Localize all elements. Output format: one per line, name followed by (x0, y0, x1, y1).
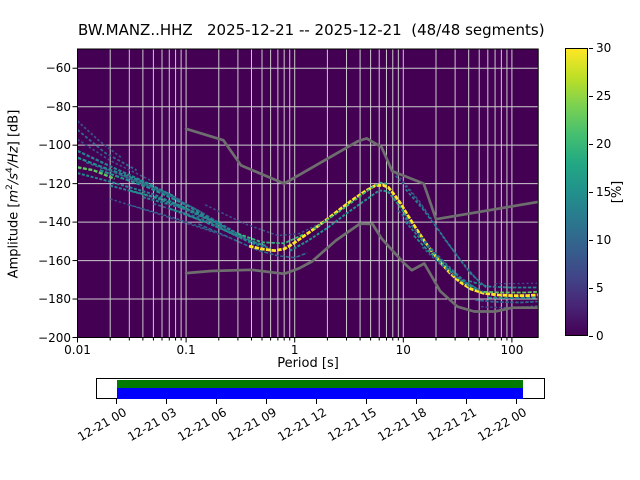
colorbar-tick-label: 5 (596, 281, 604, 295)
plot-background (77, 49, 539, 338)
colorbar-tick (589, 336, 593, 337)
ppsd-streak (289, 189, 411, 252)
y-tick-label: −120 (38, 176, 71, 191)
timeline-tick (216, 399, 217, 404)
timeline-tick (116, 399, 117, 404)
timeline-tick (266, 399, 267, 404)
ppsd-streak (142, 196, 252, 243)
ppsd-streak (198, 223, 308, 259)
ppsd-streak (313, 181, 388, 230)
nlnm-curve (184, 222, 539, 313)
timeline-tick (366, 399, 367, 404)
colorbar-tick-label: 10 (596, 233, 612, 247)
ppsd-streak (185, 213, 271, 249)
noise-models (184, 127, 539, 313)
y-tick-label: −160 (38, 253, 71, 268)
axis-ticks (72, 67, 513, 343)
ppsd-streak (77, 120, 124, 160)
colorbar-label: [%] (610, 180, 625, 204)
ppsd-streak (248, 183, 539, 298)
ppsd-streak (468, 279, 538, 289)
colorbar-tick-label: 30 (596, 41, 612, 55)
timeline-tick (516, 399, 517, 404)
x-tick-label: 0.01 (64, 343, 91, 357)
ppsd-streak (99, 169, 220, 225)
ppsd-streak (77, 156, 177, 199)
colorbar-tick (589, 240, 593, 241)
axes-spines (77, 48, 539, 338)
colorbar-tick-label: 20 (596, 137, 612, 151)
colorbar-tick-label: 15 (596, 185, 612, 199)
ppsd-streak (395, 175, 478, 281)
colorbar-tick (589, 96, 593, 97)
ppsd-streak (404, 188, 487, 289)
y-tick-label: −200 (38, 330, 71, 345)
ppsd-streak (475, 299, 539, 304)
y-tick-label: −140 (38, 215, 71, 230)
ppsd-streak (120, 174, 236, 233)
x-tick-label: 0.1 (176, 343, 196, 357)
ppsd-streak (487, 296, 539, 300)
ppsd-streak (421, 246, 470, 288)
colorbar-tick-label: 0 (596, 329, 604, 343)
ppsd-streak (109, 198, 230, 239)
ppsd-streak (483, 291, 537, 294)
colorbar-tick (589, 192, 593, 193)
timeline-tick (416, 399, 417, 404)
ppsd-histogram (77, 120, 539, 309)
colorbar-tick (589, 48, 593, 49)
colorbar (565, 48, 588, 336)
x-tick-label: 1 (290, 343, 299, 357)
colorbar-tick (589, 288, 593, 289)
x-tick-label: 100 (500, 343, 524, 357)
coverage-bar-blue (117, 388, 523, 399)
ppsd-streak (109, 184, 224, 228)
x-tick-label: 10 (395, 343, 411, 357)
ppsd-streak (413, 235, 476, 291)
y-tick-label: −80 (45, 99, 71, 114)
ppsd-streak (481, 305, 539, 309)
plot-title: BW.MANZ..HHZ 2025-12-21 -- 2025-12-21 (4… (78, 21, 545, 39)
ppsd-streak (77, 129, 138, 171)
nhnm-curve (184, 127, 539, 221)
y-tick-label: −180 (38, 292, 71, 307)
timeline-tick (466, 399, 467, 404)
colorbar-tick (589, 144, 593, 145)
ppsd-streak (237, 232, 304, 245)
colorbar-tick-label: 25 (596, 89, 612, 103)
y-tick-label: −100 (38, 138, 71, 153)
timeline-tick (316, 399, 317, 404)
timeline-tick (166, 399, 167, 404)
ppsd-streak (77, 166, 116, 180)
x-axis-label: Period [s] (277, 356, 339, 371)
coverage-bar-green (117, 379, 523, 388)
y-tick-label: −60 (45, 61, 71, 76)
